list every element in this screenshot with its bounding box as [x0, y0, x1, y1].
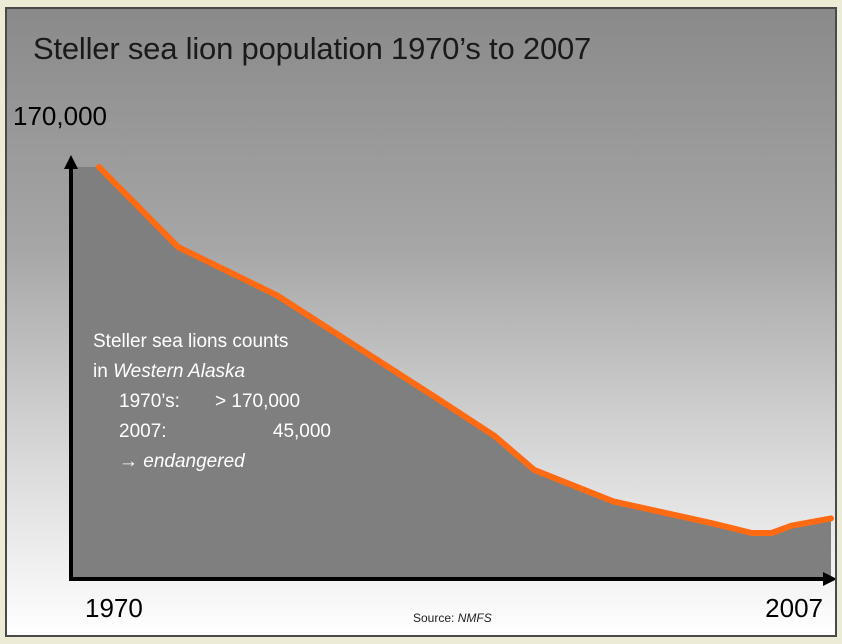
annotation-status: → endangered [93, 447, 331, 477]
x-axis-min-label: 1970 [85, 593, 143, 623]
annotation-line-1: Steller sea lions counts [93, 331, 289, 352]
annotation-2007-value: 45,000 [272, 421, 331, 442]
annotation-1970s-label: 1970’s: [119, 391, 180, 412]
source-prefix: Source: [413, 611, 458, 625]
slide-frame: Steller sea lion population 1970’s to 20… [5, 7, 837, 637]
y-axis-max-label: 170,000 [13, 101, 107, 131]
annotation-2007-label: 2007: [119, 421, 167, 442]
annotation-box: Steller sea lions counts in Western Alas… [93, 327, 331, 477]
annotation-prefix: in [93, 361, 114, 382]
chart [64, 155, 835, 586]
annotation-region: Western Alaska [113, 361, 246, 382]
source-credit: Source: NMFS [413, 611, 492, 625]
x-axis-arrow [823, 572, 835, 586]
annotation-1970s-value: > 170,000 [215, 391, 301, 412]
annotation-row-1970s: 1970’s: > 170,000 [93, 387, 331, 417]
y-axis-arrow [64, 155, 78, 169]
chart-title: Steller sea lion population 1970’s to 20… [33, 31, 592, 66]
x-axis-max-label: 2007 [765, 593, 823, 623]
annotation-row-2007: 2007: 45,000 [93, 417, 331, 447]
annotation-status-text: → endangered [119, 451, 245, 472]
population-area [71, 167, 831, 579]
population-line [96, 164, 834, 536]
source-name: NMFS [457, 611, 492, 625]
annotation-line-2: in Western Alaska [93, 357, 331, 387]
